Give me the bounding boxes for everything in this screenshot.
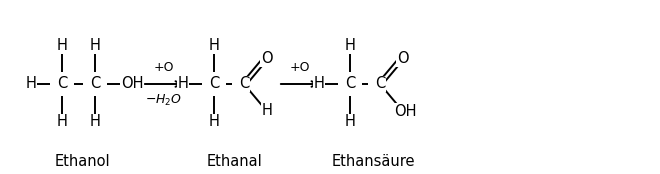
Text: C: C xyxy=(239,77,249,92)
Text: H: H xyxy=(90,114,100,129)
Text: $-H_2O$: $-H_2O$ xyxy=(145,93,183,108)
Text: C: C xyxy=(209,77,219,92)
Text: O: O xyxy=(397,51,409,66)
Text: H: H xyxy=(209,38,219,53)
Text: Ethansäure: Ethansäure xyxy=(331,155,414,169)
Text: H: H xyxy=(345,114,356,129)
Text: H: H xyxy=(178,77,189,92)
Text: Ethanol: Ethanol xyxy=(55,155,110,169)
Text: H: H xyxy=(314,77,325,92)
Text: C: C xyxy=(345,77,355,92)
Text: H: H xyxy=(90,38,100,53)
Text: C: C xyxy=(57,77,67,92)
Text: OH: OH xyxy=(121,77,143,92)
Text: OH: OH xyxy=(394,104,416,119)
Text: H: H xyxy=(57,38,67,53)
Text: H: H xyxy=(345,38,356,53)
Text: O: O xyxy=(261,51,273,66)
Text: C: C xyxy=(375,77,385,92)
Text: Ethanal: Ethanal xyxy=(207,155,263,169)
Text: +O: +O xyxy=(290,61,310,74)
Text: +O: +O xyxy=(154,61,174,74)
Text: H: H xyxy=(209,114,219,129)
Text: C: C xyxy=(90,77,100,92)
Text: H: H xyxy=(57,114,67,129)
Text: H: H xyxy=(26,77,36,92)
Text: H: H xyxy=(261,103,273,118)
